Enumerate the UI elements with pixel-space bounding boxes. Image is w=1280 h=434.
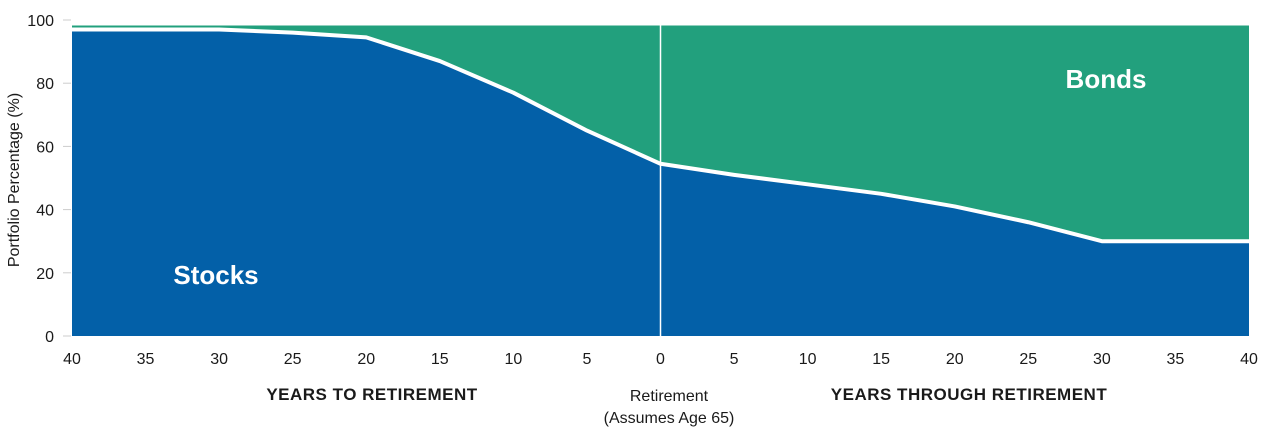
years-through-retirement-label: YEARS THROUGH RETIREMENT [831,385,1108,404]
y-tick-label: 40 [36,203,54,220]
years-to-retirement-label: YEARS TO RETIREMENT [266,385,477,404]
y-tick-label: 0 [45,329,54,346]
x-tick-label: 0 [656,351,665,368]
x-tick-label: 30 [1093,351,1111,368]
x-tick-label: 25 [284,351,302,368]
y-tick-label: 20 [36,266,54,283]
x-tick-label: 15 [431,351,449,368]
x-tick-label: 20 [946,351,964,368]
x-tick-label: 30 [210,351,228,368]
x-tick-label: 35 [1167,351,1185,368]
x-axis: 40 35 30 25 20 15 10 5 0 5 10 15 20 25 30 35 40 [63,351,1258,368]
x-tick-label: 10 [799,351,817,368]
x-tick-label: 35 [137,351,155,368]
y-tick-label: 100 [27,13,54,30]
stocks-area-label: Stocks [173,260,258,290]
y-tick-label: 60 [36,139,54,156]
y-axis-title: Portfolio Percentage (%) [6,93,23,267]
x-tick-label: 5 [582,351,591,368]
plot-area [72,23,1249,336]
bonds-area-label: Bonds [1066,64,1147,94]
x-tick-label: 40 [1240,351,1258,368]
x-tick-label: 40 [63,351,81,368]
x-tick-label: 5 [730,351,739,368]
x-tick-label: 25 [1019,351,1037,368]
x-tick-label: 15 [872,351,890,368]
x-tick-label: 20 [357,351,375,368]
y-axis: 0 20 40 60 80 100 [27,13,71,346]
retirement-age-note: (Assumes Age 65) [604,410,735,427]
y-tick-label: 80 [36,76,54,93]
x-tick-label: 10 [504,351,522,368]
retirement-label: Retirement [630,388,709,405]
